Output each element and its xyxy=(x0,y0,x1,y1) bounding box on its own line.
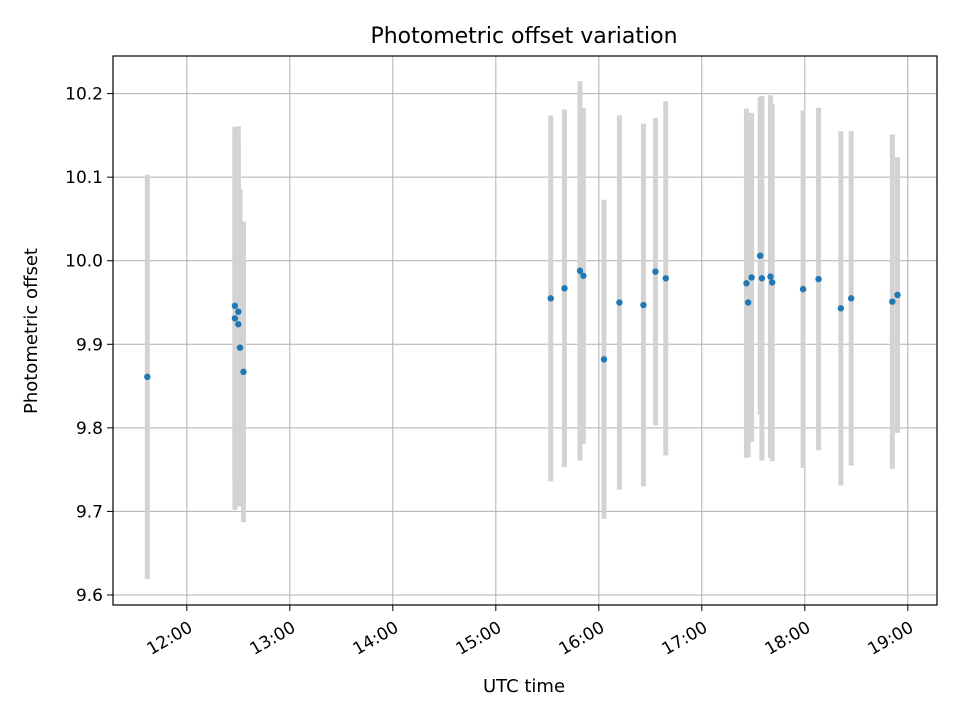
data-point xyxy=(758,275,766,282)
data-point xyxy=(561,285,568,292)
data-point xyxy=(235,321,242,328)
data-point xyxy=(640,301,647,309)
plot-frame xyxy=(112,55,938,606)
data-point xyxy=(837,305,845,312)
data-point xyxy=(231,302,239,310)
y-tick-label: 9.8 xyxy=(76,419,103,439)
data-point xyxy=(799,285,807,293)
data-point xyxy=(236,344,244,351)
data-point xyxy=(144,373,151,381)
data-point xyxy=(231,315,239,322)
data-point xyxy=(547,295,554,302)
data-point xyxy=(815,275,822,283)
y-tick-label: 10.0 xyxy=(65,252,103,272)
data-point xyxy=(744,299,752,306)
data-point xyxy=(600,356,608,363)
data-point xyxy=(240,368,247,376)
y-tick-label: 10.1 xyxy=(65,168,103,188)
data-points xyxy=(144,252,901,381)
data-point xyxy=(576,267,584,274)
chart-title: Photometric offset variation xyxy=(370,24,677,49)
data-point xyxy=(662,275,669,282)
y-tick-label: 9.9 xyxy=(76,335,103,355)
data-point xyxy=(235,308,242,315)
data-point xyxy=(894,291,901,299)
data-point xyxy=(580,272,587,279)
y-tick-label: 9.7 xyxy=(76,502,103,522)
data-point xyxy=(889,298,896,305)
data-point xyxy=(652,268,659,275)
data-point xyxy=(769,279,776,286)
x-axis-label: UTC time xyxy=(483,676,565,697)
data-point xyxy=(767,273,774,280)
grid xyxy=(113,56,937,605)
y-tick-label: 9.6 xyxy=(76,586,103,606)
data-point xyxy=(756,252,764,259)
data-point xyxy=(847,295,855,302)
data-point xyxy=(748,274,755,281)
data-point xyxy=(743,280,750,287)
data-point xyxy=(616,299,623,306)
y-tick-label: 10.2 xyxy=(65,85,103,105)
y-axis-label: Photometric offset xyxy=(21,248,42,414)
